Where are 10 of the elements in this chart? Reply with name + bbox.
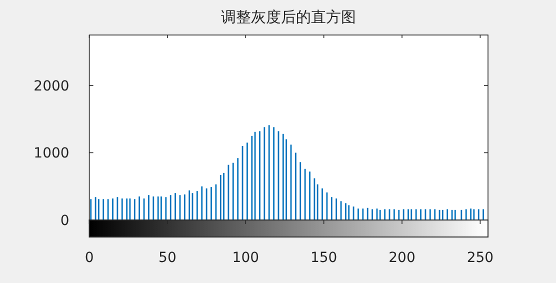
x-tick-label: 250 — [466, 250, 494, 266]
x-tick-label: 200 — [388, 250, 416, 266]
y-tick-label: 0 — [60, 213, 70, 229]
y-tick-label: 2000 — [34, 78, 70, 94]
x-tick-label: 0 — [84, 250, 94, 266]
x-tick-label: 50 — [158, 250, 176, 266]
x-tick-label: 100 — [232, 250, 260, 266]
chart-title: 调整灰度后的直方图 — [221, 9, 356, 26]
y-tick-label: 1000 — [34, 146, 70, 162]
x-tick-label: 150 — [310, 250, 338, 266]
